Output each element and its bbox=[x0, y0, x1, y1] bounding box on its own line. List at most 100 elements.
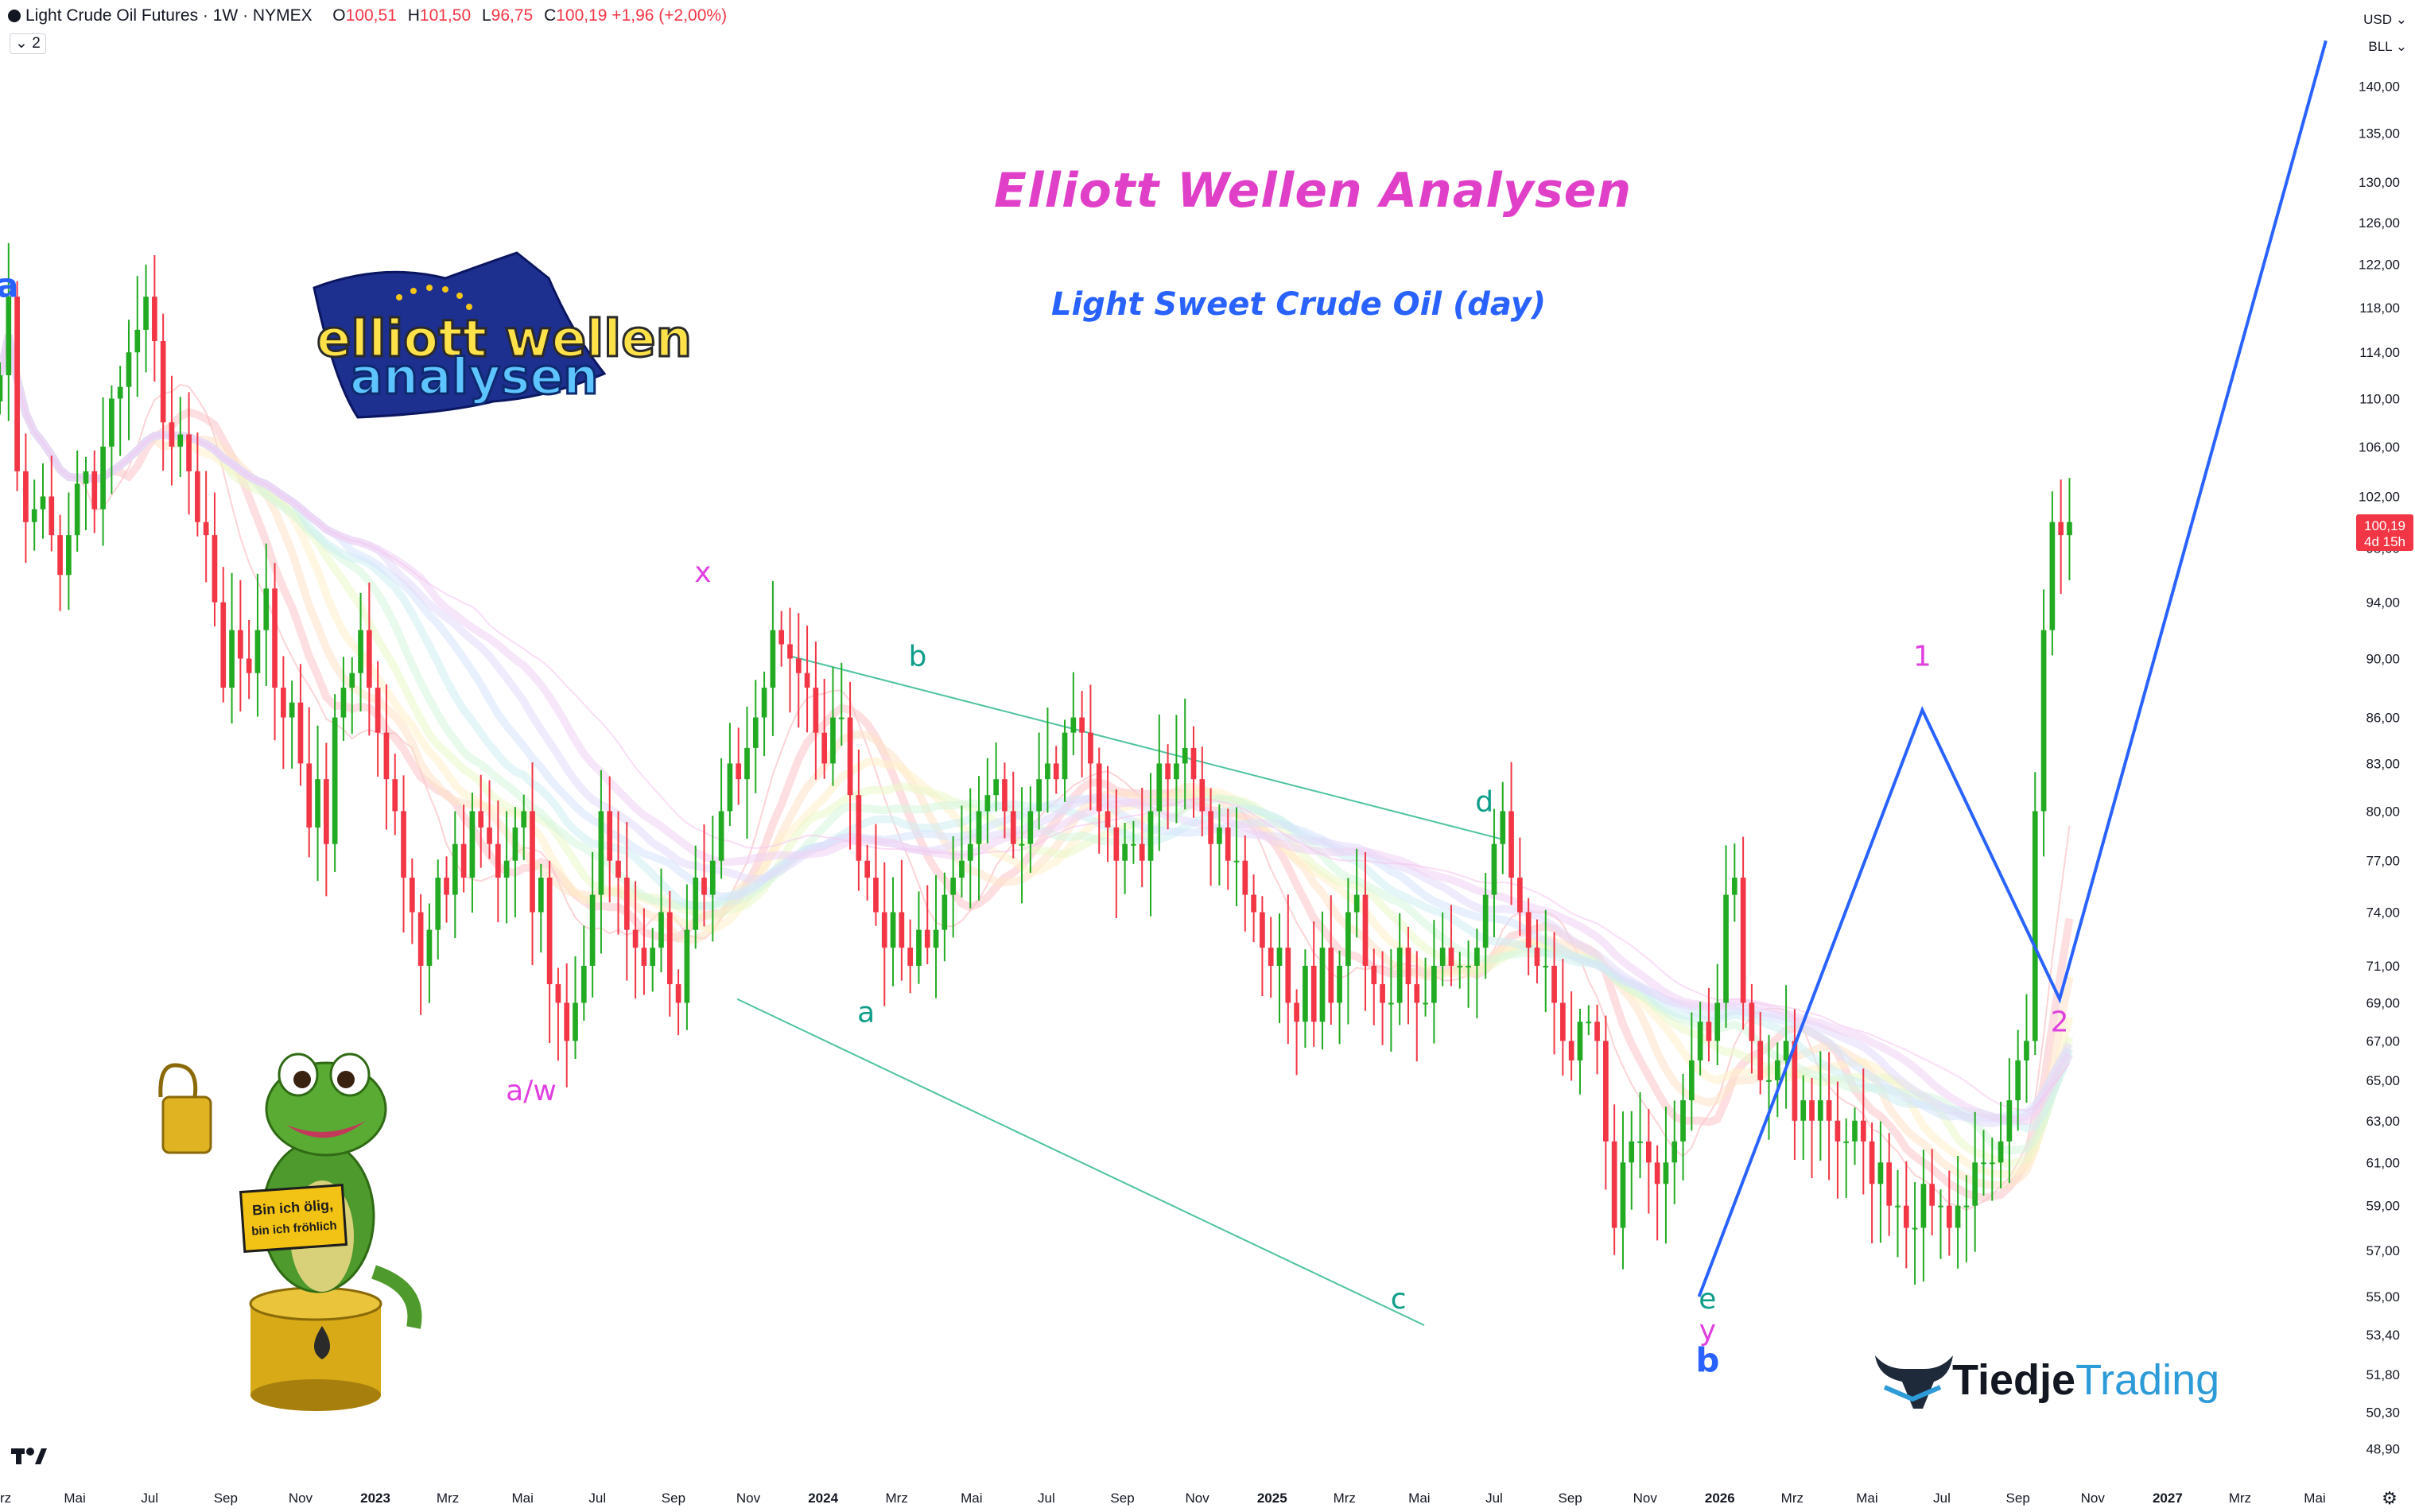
candle-body bbox=[1826, 1100, 1832, 1121]
price-tick-label: 110,00 bbox=[2359, 391, 2400, 406]
candle-body bbox=[349, 673, 355, 688]
moving-average-line bbox=[0, 334, 2074, 1155]
eu-stars-icon bbox=[396, 285, 472, 310]
candle-body bbox=[924, 929, 930, 948]
close-label: C bbox=[544, 6, 557, 25]
symbol-title[interactable]: Light Crude Oil Futures · 1W · NYMEX bbox=[25, 6, 313, 25]
candle-body bbox=[1688, 1060, 1695, 1101]
candle-body bbox=[993, 779, 999, 796]
currency-label[interactable]: USD ⌄ bbox=[2363, 12, 2407, 27]
candle-body bbox=[1543, 965, 1549, 967]
candle-body bbox=[272, 588, 278, 688]
candle-body bbox=[607, 811, 613, 861]
candle-body bbox=[1809, 1100, 1815, 1121]
candle-body bbox=[1294, 1002, 1299, 1022]
candle-body bbox=[795, 658, 802, 673]
candle-body bbox=[1388, 1002, 1394, 1005]
candle-body bbox=[203, 521, 209, 536]
candle-body bbox=[212, 535, 218, 603]
candle-body bbox=[1508, 811, 1514, 878]
candle-body bbox=[744, 747, 750, 780]
candle-body bbox=[1886, 1162, 1893, 1206]
candle-body bbox=[967, 843, 973, 861]
candle-body bbox=[830, 717, 836, 764]
settings-gear-icon[interactable]: ⚙ bbox=[2382, 1488, 2398, 1508]
candle-body bbox=[546, 878, 553, 985]
candle-body bbox=[91, 471, 98, 510]
candle-body bbox=[770, 630, 776, 688]
candle-body bbox=[727, 763, 733, 812]
price-axis[interactable]: 140,00 135,00 130,00 126,00 122,00 118,00 114,… bbox=[2359, 79, 2400, 1456]
candle-body bbox=[1190, 747, 1197, 780]
price-tick-label: 67,00 bbox=[2366, 1033, 2400, 1049]
candle-body bbox=[813, 688, 819, 733]
candle-body bbox=[1019, 843, 1025, 846]
candle-body bbox=[1792, 1041, 1798, 1121]
candle-body bbox=[1139, 843, 1145, 861]
candle-body bbox=[838, 717, 844, 719]
candle-body bbox=[1517, 878, 1523, 913]
price-tick-label: 130,00 bbox=[2359, 175, 2400, 190]
candle-body bbox=[1774, 1060, 1780, 1080]
time-tick-label: 2026 bbox=[1705, 1491, 1735, 1506]
time-tick-label: 2025 bbox=[1257, 1491, 1287, 1506]
time-tick-label: 2027 bbox=[2153, 1491, 2183, 1506]
unit-label[interactable]: BLL ⌄ bbox=[2368, 39, 2407, 54]
candle-body bbox=[658, 912, 664, 948]
candle-body bbox=[804, 673, 810, 688]
candle-body bbox=[306, 763, 313, 828]
candle-body bbox=[1113, 827, 1120, 861]
candle-body bbox=[1174, 763, 1179, 780]
sub-title: Light Sweet Crude Oil (day) bbox=[1051, 286, 1547, 323]
candle-body bbox=[109, 398, 115, 447]
time-axis[interactable]: Mrz Mai Jul Sep Nov 2023 Mrz Mai Jul Sep Nov 2024 Mr… bbox=[0, 1488, 2398, 1508]
candle-body bbox=[478, 811, 484, 828]
candle-body bbox=[1525, 912, 1532, 948]
candle-body bbox=[195, 471, 200, 522]
candle-body bbox=[2015, 1060, 2021, 1101]
candle-body bbox=[1989, 1162, 1995, 1165]
candle-body bbox=[1929, 1184, 1935, 1206]
candle-body bbox=[1637, 1141, 1643, 1143]
candle-body bbox=[160, 340, 166, 423]
time-tick-label: Jul bbox=[1485, 1491, 1503, 1506]
candle-body bbox=[1912, 1227, 1918, 1230]
price-tick-label: 126,00 bbox=[2359, 215, 2400, 231]
crocodile-mascot-icon: Bin ich ölig, bin ich fröhlich bbox=[158, 1053, 422, 1411]
candle-body bbox=[1156, 763, 1163, 812]
candle-body bbox=[1242, 860, 1248, 895]
candle-body bbox=[263, 588, 270, 630]
currency-unit[interactable]: USD ⌄ BLL ⌄ bbox=[2363, 6, 2407, 60]
svg-text:elliott wellen: elliott wellen bbox=[316, 310, 692, 369]
indicator-toggle[interactable]: ⌄ 2 bbox=[10, 33, 46, 54]
time-tick-label: Sep bbox=[662, 1491, 685, 1506]
candle-body bbox=[503, 860, 510, 878]
candle-body bbox=[1594, 1022, 1600, 1041]
candle-body bbox=[366, 630, 372, 688]
price-tick-label: 55,00 bbox=[2366, 1289, 2400, 1305]
tiedje-trading-brand: TiedjeTrading bbox=[1952, 1356, 2220, 1404]
candle-body bbox=[666, 912, 673, 985]
candle-body bbox=[126, 352, 132, 387]
candle-body bbox=[1096, 763, 1102, 812]
price-tick-label: 135,00 bbox=[2359, 126, 2400, 142]
candle-body bbox=[31, 509, 37, 522]
candle-body bbox=[1027, 811, 1034, 844]
candle-body bbox=[40, 496, 46, 510]
candle-body bbox=[100, 446, 106, 510]
candle-body bbox=[383, 732, 390, 780]
bull-logo-icon bbox=[1875, 1355, 1953, 1409]
candle-body bbox=[375, 688, 381, 733]
candle-body bbox=[1431, 965, 1437, 1003]
symbol-legend[interactable]: Light Crude Oil Futures · 1W · NYMEX O10… bbox=[8, 6, 733, 25]
wave-label: b bbox=[908, 641, 926, 673]
candle-body bbox=[14, 297, 20, 471]
price-tick-label: 65,00 bbox=[2366, 1073, 2400, 1088]
candle-body bbox=[220, 602, 227, 688]
candle-body bbox=[615, 860, 621, 878]
candle-body bbox=[1938, 1205, 1943, 1208]
candle-body bbox=[752, 717, 759, 748]
candle-body bbox=[409, 878, 415, 913]
candle-body bbox=[1303, 965, 1308, 1022]
